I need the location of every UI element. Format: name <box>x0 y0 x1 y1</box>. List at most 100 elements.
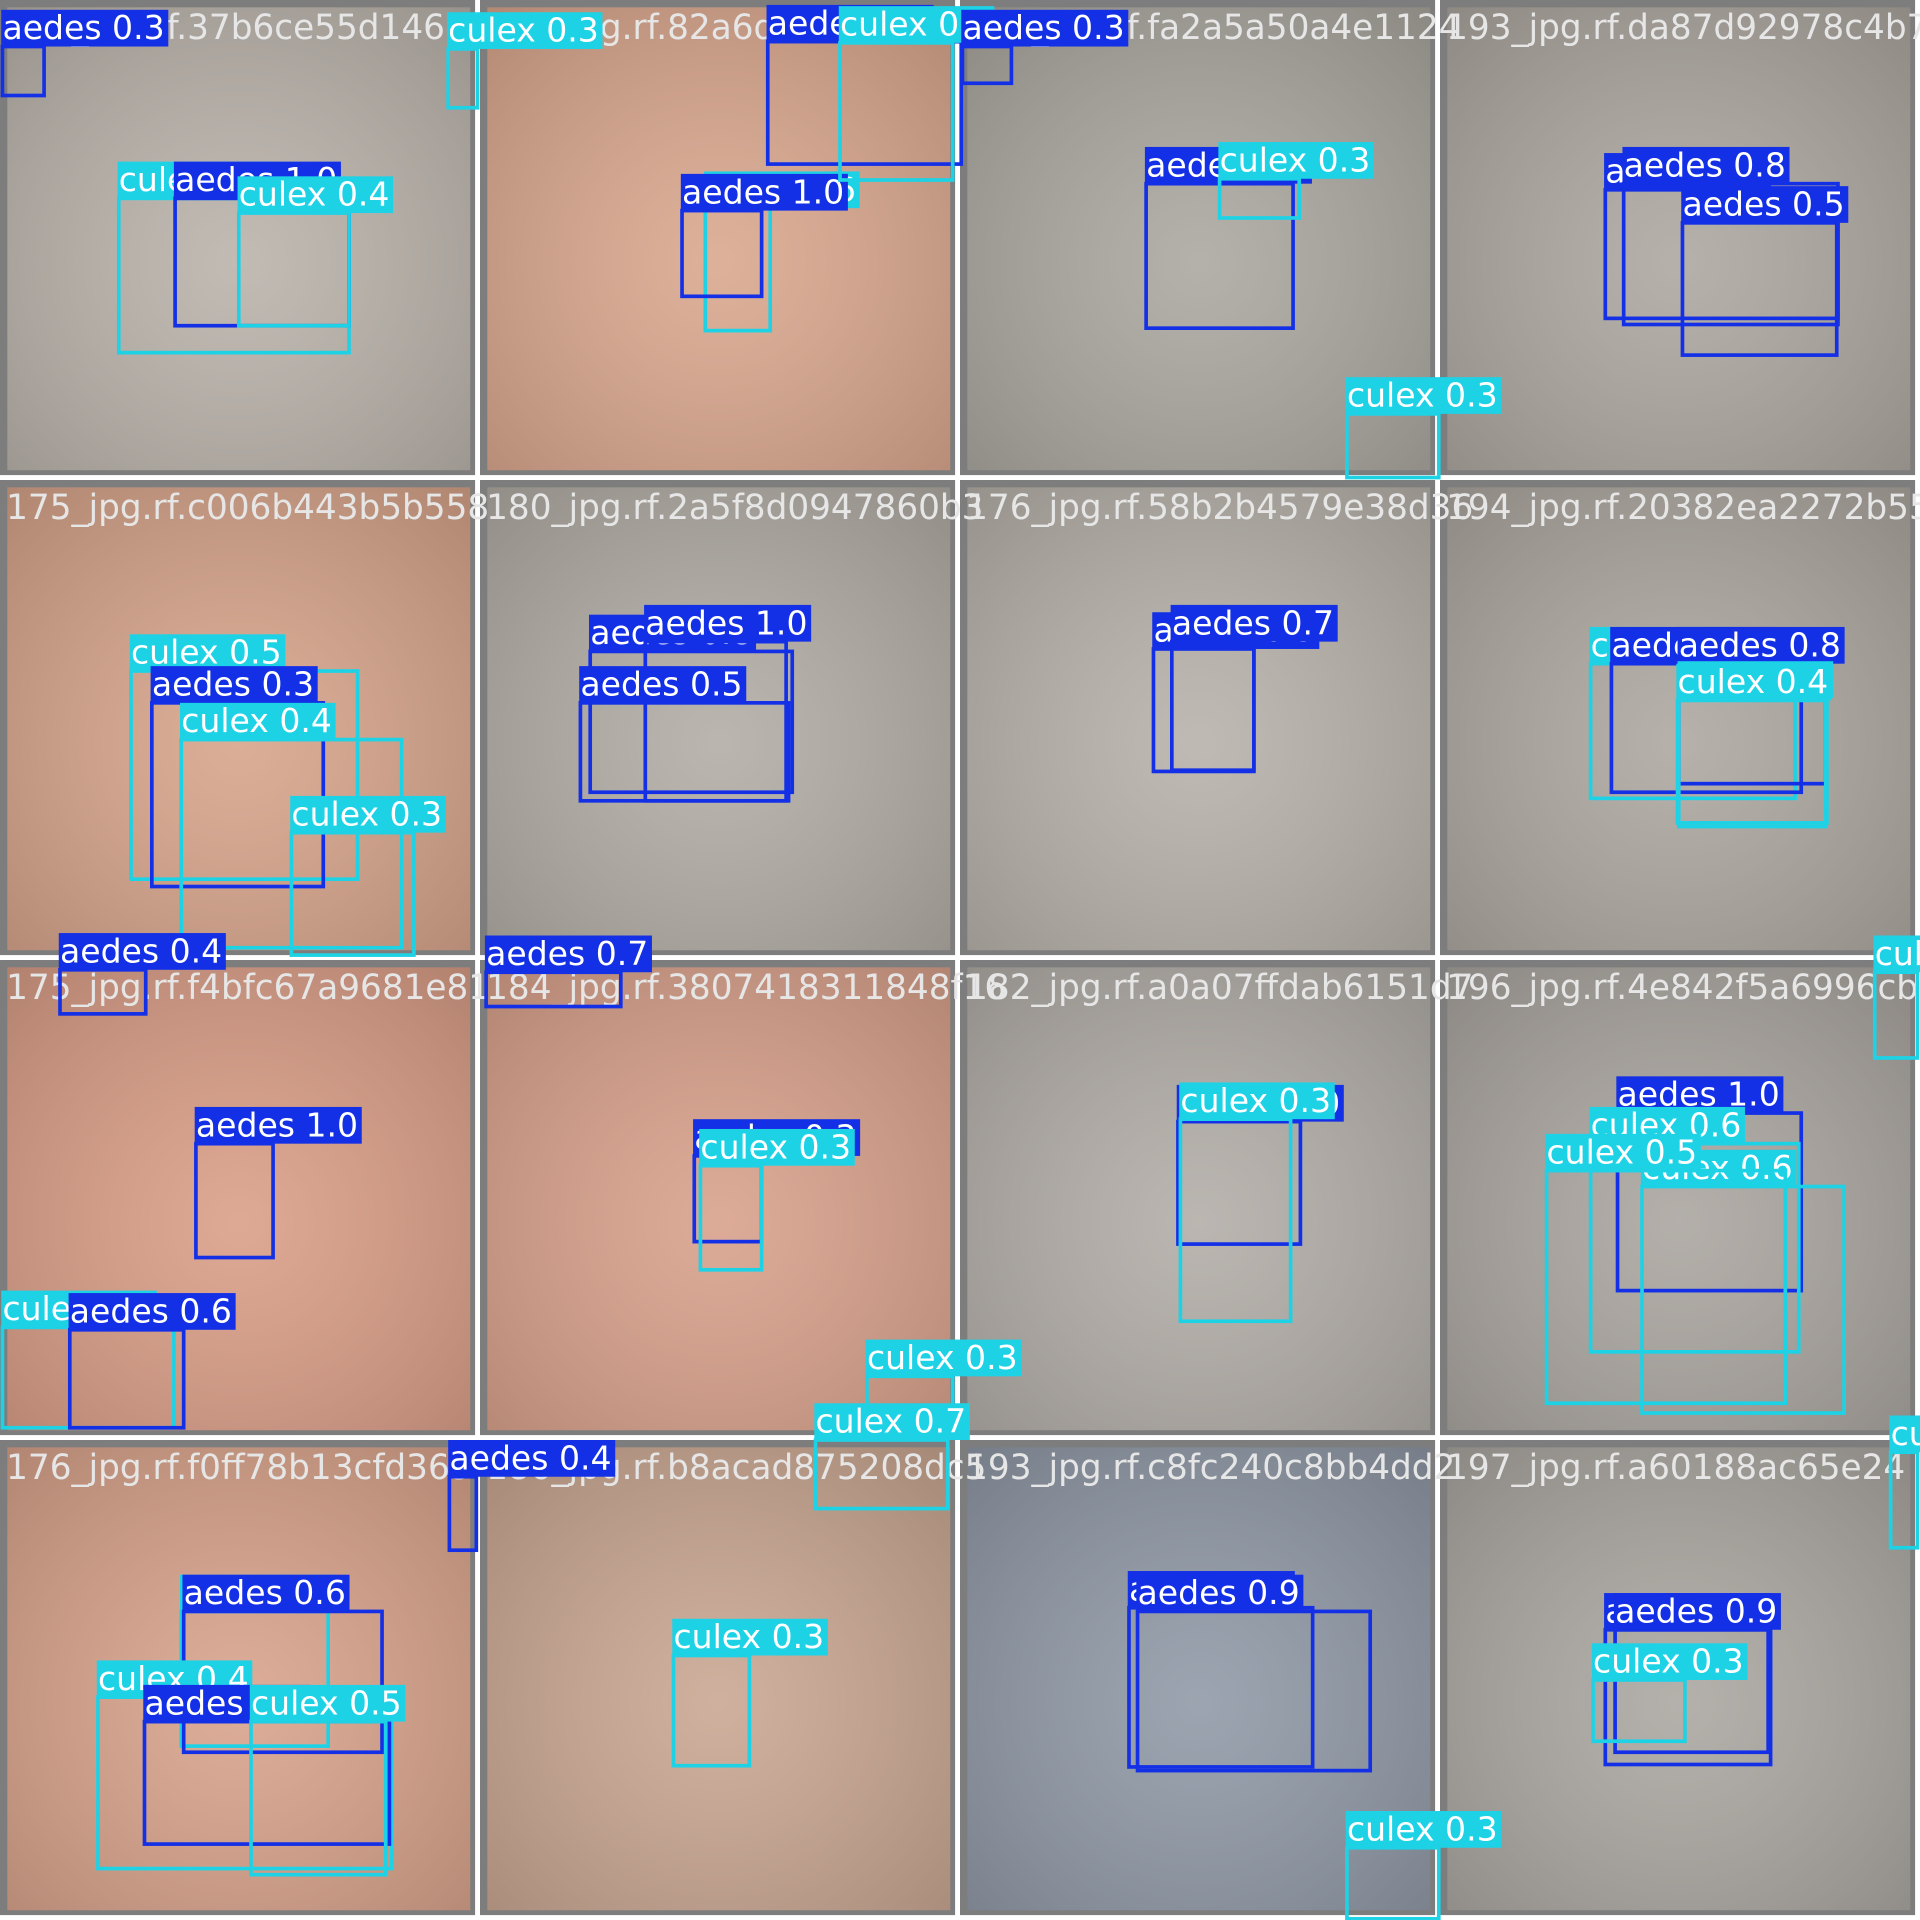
label-background <box>484 935 652 973</box>
label-background <box>579 666 747 703</box>
label-background <box>150 666 318 703</box>
label-background <box>1622 146 1790 184</box>
detection-label: aedes 0.3 <box>962 8 1124 47</box>
label-background <box>1170 604 1338 642</box>
label-background <box>182 1574 350 1612</box>
detection-label: culex 0.3 <box>1891 1414 1920 1453</box>
tile-separator <box>0 475 480 480</box>
tile-separator <box>1435 1440 1440 1920</box>
image-shade <box>487 487 951 951</box>
filename: 176_jpg.rf.f0ff78b13cfd363 <box>6 1448 471 1488</box>
tile-separator <box>1440 1915 1920 1920</box>
tile-separator <box>960 1435 1440 1440</box>
label-background <box>1 9 169 47</box>
tile-separator <box>960 475 1440 480</box>
detection-label: aedes 0.3 <box>2 8 164 47</box>
tile-separator <box>480 955 960 960</box>
label-background <box>1345 1811 1502 1848</box>
detection-label: aedes 0.4 <box>60 931 222 970</box>
detection-label: culex 0.4 <box>181 701 332 740</box>
label-background <box>448 1440 616 1477</box>
label-background <box>129 634 286 672</box>
detection-label: culex 0.3 <box>448 11 599 50</box>
label-background <box>1681 186 1849 223</box>
detection-label: culex 0.3 <box>1220 140 1371 179</box>
tile-separator <box>1435 480 1440 960</box>
tile-separator <box>0 955 480 960</box>
tile-separator <box>0 1435 480 1440</box>
label-background <box>1345 377 1502 414</box>
detection-label: culex 0.4 <box>1875 934 1920 973</box>
detection-label: culex 0.3 <box>1347 1809 1498 1848</box>
detection-label: culex 0.5 <box>1547 1132 1698 1171</box>
tile-separator <box>955 0 960 480</box>
label-background <box>680 173 848 211</box>
label-background <box>1677 626 1845 664</box>
tile-separator <box>475 480 480 960</box>
detection-label: aedes 1.0 <box>645 603 807 642</box>
label-background <box>68 1293 236 1330</box>
tile-separator <box>1440 1435 1920 1440</box>
label-background <box>814 1403 970 1440</box>
detection-label: culex 0.4 <box>239 175 390 214</box>
filename: 180_jpg.rf.2a5f8d0947860b3 <box>486 488 983 528</box>
filename: 175_jpg.rf.f4bfc67a9681e81 <box>6 968 490 1008</box>
tile-separator <box>475 0 480 480</box>
detection-label: aedes 0.5 <box>580 665 742 704</box>
detection-label: aedes 0.8 <box>1679 625 1841 664</box>
detection-label: culex 0.3 <box>700 1127 851 1166</box>
detection-label: aedes 0.3 <box>152 665 314 704</box>
tile-separator <box>0 1915 480 1920</box>
filename-layer: 177_jpg.rf.37b6ce55d1468e177_jpg.rf.82a6… <box>6 8 1920 1488</box>
detection-label: culex 0.3 <box>1593 1642 1744 1681</box>
detection-label: culex 0.3 <box>291 794 442 833</box>
tile-separator <box>955 960 960 1440</box>
image-shade <box>967 967 1431 1431</box>
label-background <box>180 702 336 740</box>
image-shade <box>1447 7 1911 471</box>
detection-label: aedes 0.8 <box>1624 145 1786 184</box>
label-background <box>1136 1574 1304 1612</box>
label-background <box>1873 935 1920 973</box>
detection-label: culex 0.3 <box>1347 376 1498 415</box>
filename: 197_jpg.rf.a60188ac65e24 <box>1446 1448 1905 1488</box>
label-background <box>1179 1082 1335 1120</box>
detection-label: culex 0.3 <box>867 1338 1018 1377</box>
detection-label: culex 0.5 <box>131 633 282 672</box>
label-background <box>290 795 446 833</box>
image-shade <box>967 487 1431 951</box>
filename: 184_jpg.rf.3807418311848f16 <box>486 968 1006 1008</box>
detection-label: aedes 1.0 <box>682 172 844 211</box>
label-background <box>58 933 226 970</box>
bounding-box <box>1178 1117 1293 1324</box>
detection-label: aedes 1.0 <box>196 1105 358 1144</box>
detection-label: aedes 0.5 <box>1682 185 1844 224</box>
tile-separator <box>960 955 1440 960</box>
image-shade <box>487 7 951 471</box>
image-shade <box>7 967 471 1431</box>
tile-separator <box>960 1915 1440 1920</box>
detection-label: aedes 0.7 <box>486 934 648 973</box>
label-background <box>672 1618 828 1656</box>
tile-separator <box>955 480 960 960</box>
detection-label: culex 0.3 <box>1180 1081 1331 1120</box>
tile-separator <box>1915 480 1920 960</box>
label-background <box>446 12 603 49</box>
filename: 194_jpg.rf.20382ea2272b557c <box>1446 488 1920 528</box>
detection-label: culex 0.7 <box>816 1402 967 1441</box>
detection-label: aedes 0.4 <box>449 1438 611 1477</box>
tile-separator <box>475 1440 480 1920</box>
label-background <box>237 176 394 214</box>
label-background <box>194 1106 362 1144</box>
filename: 182_jpg.rf.a0a07ffdab6151d7 <box>966 968 1473 1008</box>
tile-separator <box>480 1435 960 1440</box>
filename: 175_jpg.rf.c006b443b5b558 <box>6 488 489 528</box>
tile-separator <box>1915 0 1920 480</box>
tile-separator <box>480 1915 960 1920</box>
tile-separator <box>1440 475 1920 480</box>
filename: 196_jpg.rf.4e842f5a6996cba <box>1446 968 1920 1008</box>
filename: 193_jpg.rf.da87d92978c4b7 <box>1446 8 1920 48</box>
